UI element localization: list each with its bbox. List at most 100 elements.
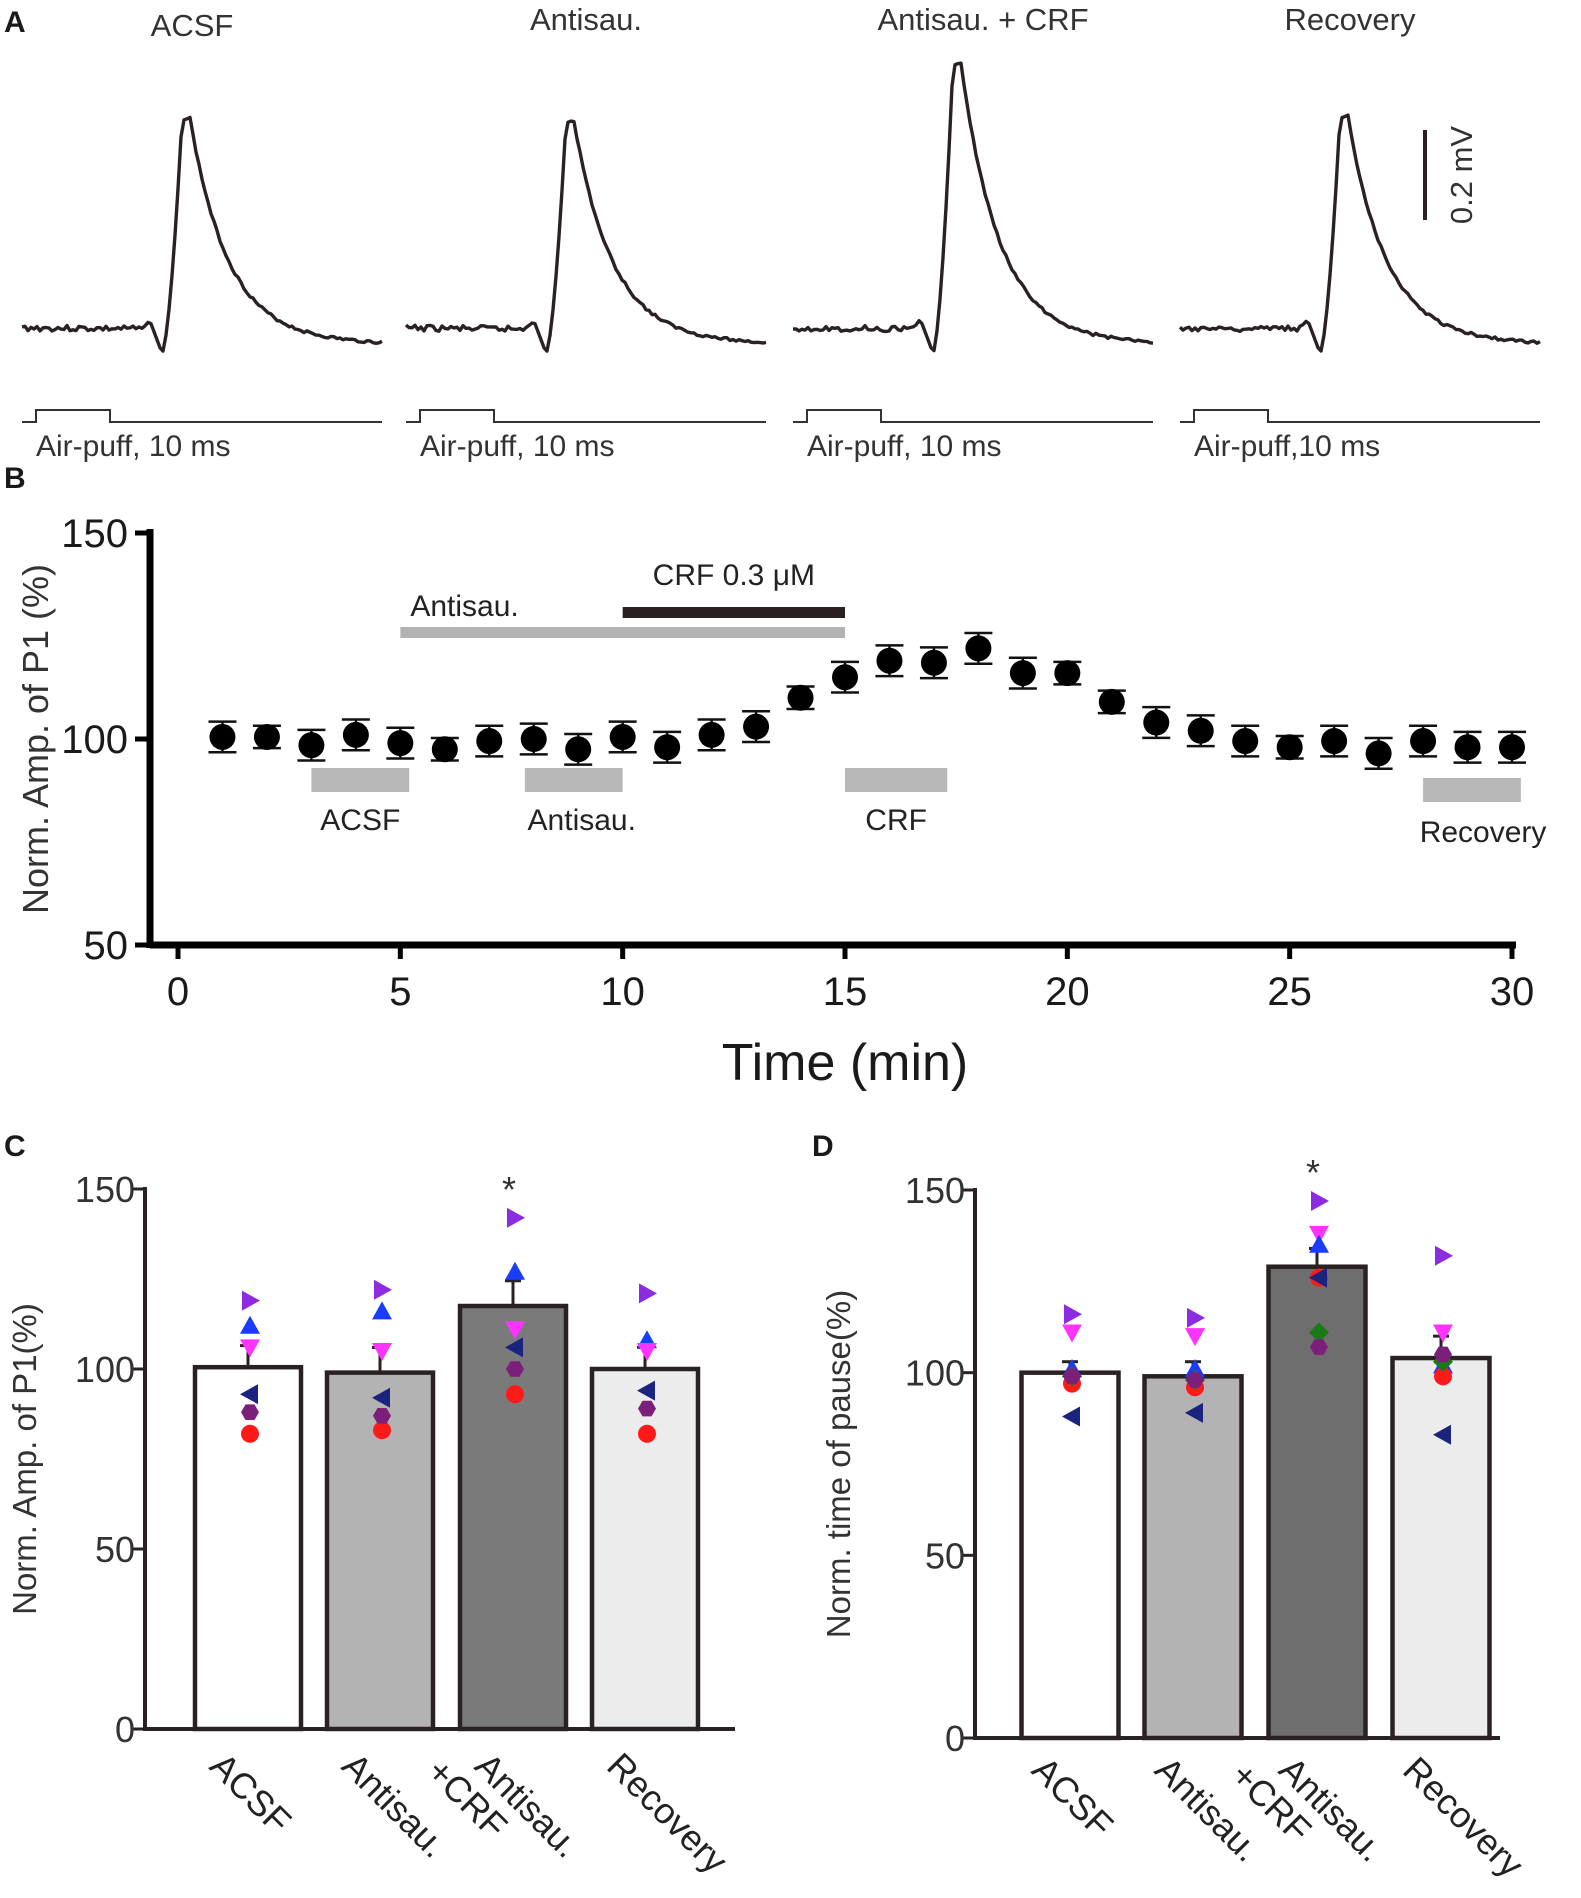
cell-marker — [637, 1343, 657, 1361]
cell-marker — [372, 1387, 390, 1408]
category-label: Recovery — [1395, 1749, 1532, 1886]
y-tick-label: 100 — [75, 1349, 135, 1390]
bar — [1142, 1374, 1244, 1741]
x-tick-label: 25 — [1267, 970, 1312, 1014]
y-tick-label: 50 — [84, 924, 129, 968]
epoch-label: ACSF — [320, 804, 400, 837]
category-label-line: ACSF — [1024, 1749, 1121, 1846]
cell-marker — [1063, 1368, 1081, 1385]
time-course-plot: 0 5 10 15 20 25 30 50 100 150 Time (min) Norm. Amp.… — [15, 512, 1546, 1092]
cell-marker — [373, 1408, 391, 1424]
data-point — [1054, 660, 1081, 687]
data-point — [654, 734, 681, 761]
epoch-label: Antisau. — [528, 804, 636, 837]
cell-marker — [507, 1207, 525, 1228]
data-point — [1410, 728, 1437, 755]
category-label: Antisau.+CRF — [1223, 1727, 1392, 1896]
cell-marker — [241, 1424, 259, 1443]
y-axis-title: Norm. Amp. of P1 (%) — [15, 564, 56, 914]
x-axis-title: Time (min) — [722, 1034, 969, 1092]
category-label: ACSF — [1024, 1749, 1121, 1846]
crf-bar-label: CRF 0.3 μM — [653, 559, 815, 592]
data-point — [1009, 660, 1036, 687]
cell-marker — [1433, 1424, 1451, 1445]
cell-marker — [1309, 1322, 1329, 1343]
bar — [589, 1366, 701, 1732]
trace-group-2: Antisau. Air-puff, 10 ms — [404, 2, 767, 463]
antisauvagine-bar — [400, 627, 845, 638]
cell-marker — [638, 1424, 656, 1443]
data-point — [253, 723, 280, 750]
data-point — [342, 721, 369, 748]
y-axis-title: Norm. Amp. of P1(%) — [6, 1303, 43, 1615]
panel-letter-a: A — [4, 6, 26, 39]
data-point — [876, 647, 903, 674]
pause-bar-chart: * 0 50 100 150 Norm. time of pause(%) ACSF Anti… — [820, 1152, 1532, 1896]
data-point — [387, 730, 414, 757]
cell-marker — [1309, 1267, 1327, 1288]
data-point — [787, 684, 814, 711]
cell-marker — [506, 1361, 524, 1377]
category-label-line: ACSF — [202, 1745, 299, 1842]
category-label: ACSF — [202, 1745, 299, 1842]
panel-d: D * 0 50 100 150 Norm. time of pause(%) ACSF An… — [812, 1130, 1532, 1896]
x-tick-label: 15 — [823, 970, 868, 1014]
voltage-trace — [1178, 113, 1541, 353]
cell-marker — [1434, 1367, 1452, 1386]
trace-title: Antisau. + CRF — [877, 2, 1088, 37]
trace-group-4: Recovery Air-puff,10 ms — [1178, 2, 1541, 463]
y-tick-label: 100 — [905, 1353, 965, 1394]
data-point — [698, 721, 725, 748]
panel-b: B 0 5 10 15 20 25 30 50 100 150 Time (min) Norm. Am… — [4, 462, 1546, 1092]
category-label-line: Recovery — [599, 1745, 736, 1882]
data-point — [920, 649, 947, 676]
data-point — [209, 723, 236, 750]
bar — [192, 1364, 304, 1732]
trace-group-3: Antisau. + CRF Air-puff, 10 ms — [792, 2, 1154, 463]
data-point — [965, 635, 992, 662]
cell-marker — [1064, 1304, 1082, 1325]
trace-group-1: ACSF Air-puff, 10 ms — [21, 8, 383, 463]
cell-marker — [505, 1261, 525, 1280]
cell-marker — [1186, 1372, 1204, 1388]
x-tick-label: 30 — [1490, 970, 1535, 1014]
cell-marker — [639, 1283, 657, 1304]
bar — [1019, 1370, 1121, 1741]
data-point — [565, 736, 592, 763]
y-tick-label: 150 — [61, 512, 128, 556]
y-tick-label: 50 — [95, 1529, 135, 1570]
panel-letter-d: D — [812, 1130, 834, 1163]
panel-a: A ACSF Air-puff, 10 ms Antisau. Air-puff… — [4, 2, 1541, 463]
epoch-bar — [1423, 778, 1521, 802]
x-tick-label: 20 — [1045, 970, 1090, 1014]
scale-bar: 0.2 mV — [1423, 126, 1479, 224]
trace-title: ACSF — [151, 8, 234, 43]
data-point — [1143, 709, 1170, 736]
y-tick-label: 100 — [61, 718, 128, 762]
data-point — [1321, 728, 1348, 755]
trace-title: Antisau. — [530, 2, 642, 37]
y-tick-label: 150 — [905, 1170, 965, 1211]
data-point — [1187, 717, 1214, 744]
cell-marker — [1185, 1402, 1203, 1423]
epoch-bar — [845, 768, 948, 792]
crf-bar — [622, 607, 845, 618]
stimulus-label: Air-puff, 10 ms — [807, 430, 1002, 463]
data-point — [520, 726, 547, 752]
data-point — [1365, 740, 1392, 767]
cell-marker — [1062, 1324, 1082, 1343]
data-point — [1098, 688, 1125, 715]
epoch-bar — [524, 768, 623, 792]
stimulus-trace — [22, 409, 382, 423]
panel-c: C * 0 50 100 150 Norm. Amp. of P1(%) ACSF Antis… — [4, 1130, 736, 1882]
y-tick-label: 0 — [115, 1709, 135, 1750]
cell-marker — [374, 1279, 392, 1300]
trace-title: Recovery — [1285, 2, 1416, 37]
cell-marker — [1185, 1328, 1205, 1347]
stimulus-label: Air-puff, 10 ms — [36, 430, 231, 463]
cell-marker — [637, 1380, 655, 1401]
cell-marker — [1435, 1245, 1453, 1266]
cell-marker — [1309, 1234, 1329, 1253]
cell-marker — [240, 1339, 260, 1358]
y-tick-label: 0 — [945, 1718, 965, 1759]
